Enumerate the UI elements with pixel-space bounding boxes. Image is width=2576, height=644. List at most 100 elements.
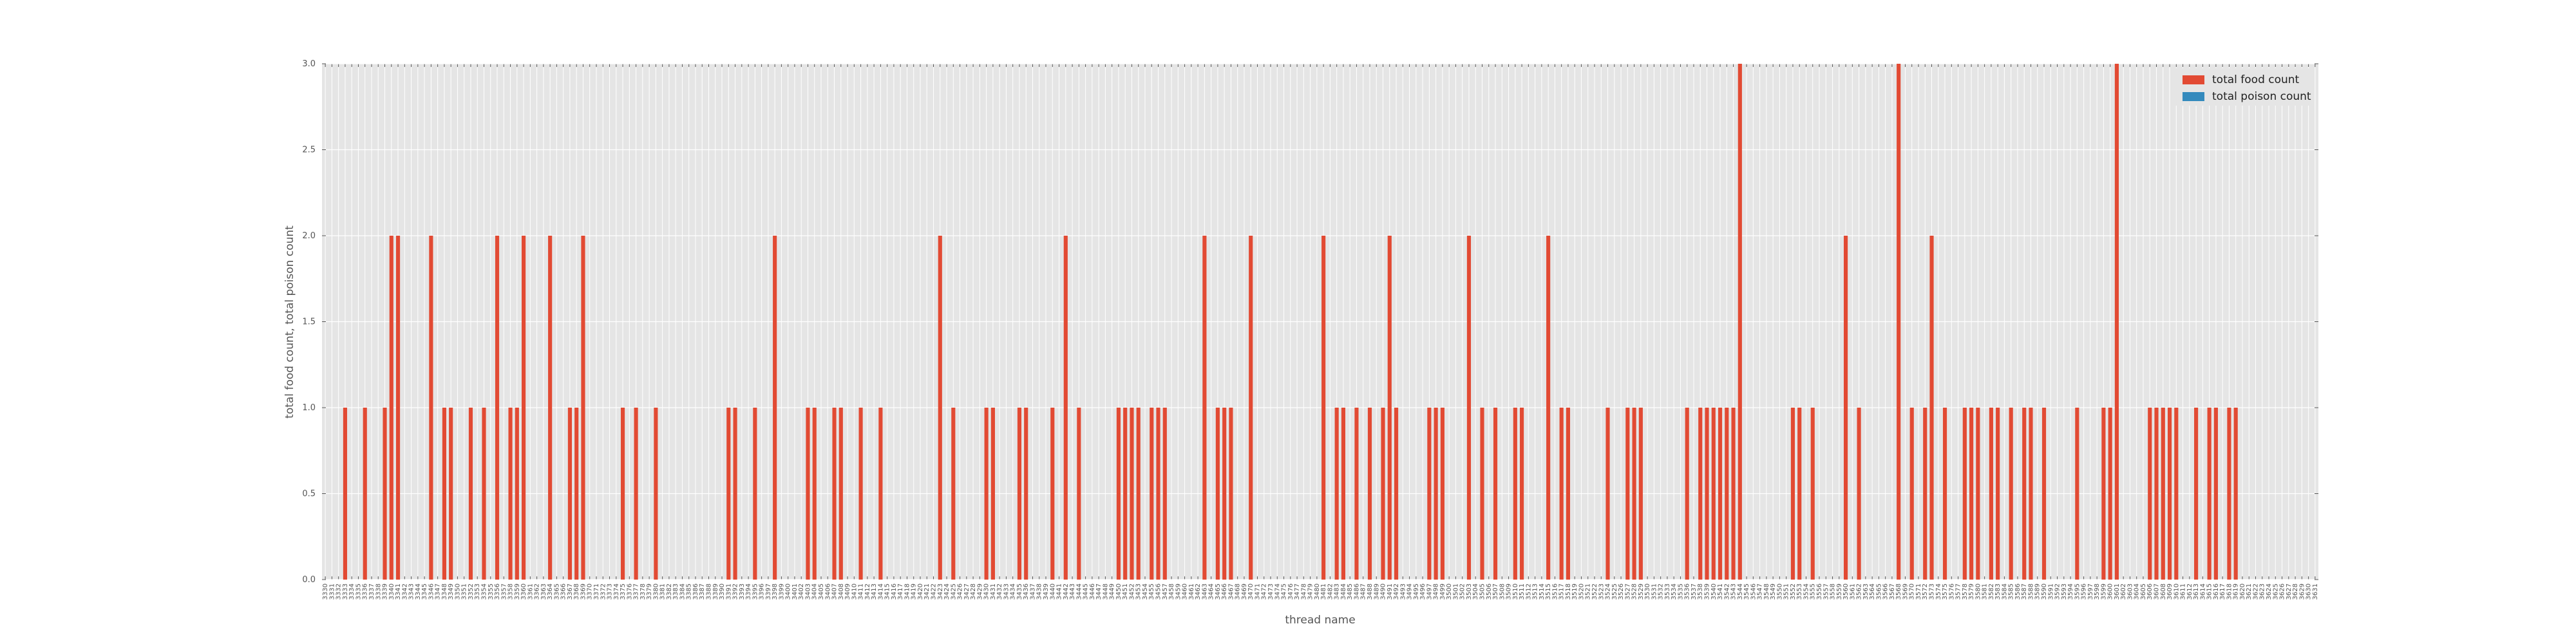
x-tick-label: 3493 — [1399, 583, 1406, 600]
x-tick-label: 3590 — [2041, 583, 2048, 600]
x-tick-label: 3372 — [600, 583, 607, 600]
bar-food-count — [753, 408, 757, 580]
bar-food-count — [1625, 408, 1630, 580]
x-tick-label: 3361 — [527, 583, 534, 600]
x-tick-label: 3473 — [1267, 583, 1274, 600]
x-tick-label: 3498 — [1433, 583, 1440, 600]
bar-food-count — [389, 236, 393, 580]
x-tick-label: 3554 — [1803, 583, 1810, 600]
x-tick-label: 3344 — [415, 583, 422, 600]
x-tick-label: 3552 — [1790, 583, 1797, 600]
x-tick-label: 3503 — [1466, 583, 1473, 600]
x-tick-label: 3476 — [1287, 583, 1294, 600]
bar-food-count — [1050, 408, 1055, 580]
x-tick-label: 3397 — [765, 583, 772, 600]
x-tick-label: 3418 — [904, 583, 911, 600]
x-tick-label: 3474 — [1274, 583, 1281, 600]
bar-food-count — [429, 236, 433, 580]
x-tick-label: 3560 — [1842, 583, 1850, 600]
x-tick-label: 3591 — [2047, 583, 2054, 600]
x-tick-label: 3557 — [1823, 583, 1830, 600]
x-tick-label: 3608 — [2160, 583, 2167, 600]
x-tick-label: 3544 — [1737, 583, 1744, 600]
x-tick-label: 3631 — [2312, 583, 2319, 600]
x-tick-label: 3598 — [2094, 583, 2101, 600]
x-tick-label: 3582 — [1988, 583, 1995, 600]
x-tick-label: 3357 — [500, 583, 507, 600]
x-tick-label: 3580 — [1975, 583, 1982, 600]
x-tick-label: 3570 — [1909, 583, 1916, 600]
x-tick-label: 3543 — [1730, 583, 1738, 600]
bar-food-count — [773, 236, 777, 580]
x-tick-label: 3621 — [2246, 583, 2253, 600]
x-tick-label: 3392 — [732, 583, 739, 600]
x-tick-label: 3611 — [2180, 583, 2187, 600]
x-tick-label: 3420 — [917, 583, 924, 600]
x-tick-label: 3609 — [2166, 583, 2174, 600]
x-tick-label: 3592 — [2054, 583, 2061, 600]
x-tick-label: 3511 — [1519, 583, 1526, 600]
bar-food-count — [1605, 408, 1610, 580]
bar-food-count — [1249, 236, 1253, 580]
bar-food-count — [2161, 408, 2165, 580]
x-tick-label: 3559 — [1836, 583, 1843, 600]
x-tick-label: 3451 — [1122, 583, 1129, 600]
bar-food-count — [1367, 408, 1372, 580]
x-tick-label: 3422 — [931, 583, 938, 600]
x-tick-label: 3537 — [1690, 583, 1698, 600]
x-tick-label: 3574 — [1935, 583, 1942, 600]
y-tick-label: 2.5 — [302, 146, 316, 155]
x-tick-label: 3583 — [1994, 583, 2002, 600]
x-tick-label: 3441 — [1056, 583, 1063, 600]
x-tick-label: 3548 — [1763, 583, 1770, 600]
x-tick-label: 3439 — [1043, 583, 1050, 600]
bar-food-count — [654, 408, 658, 580]
x-tick-label: 3333 — [342, 583, 349, 600]
bar-food-count — [1136, 408, 1141, 580]
x-tick-label: 3607 — [2154, 583, 2161, 600]
bar-food-count — [1929, 236, 1934, 580]
x-tick-label: 3341 — [395, 583, 402, 600]
x-tick-label: 3398 — [772, 583, 779, 600]
x-tick-label: 3577 — [1955, 583, 1962, 600]
bar-food-count — [1725, 408, 1729, 580]
bar-food-count — [2101, 408, 2106, 580]
x-tick-label: 3374 — [613, 583, 620, 600]
x-tick-label: 3553 — [1796, 583, 1803, 600]
x-tick-label: 3424 — [943, 583, 951, 600]
x-tick-label: 3526 — [1618, 583, 1625, 600]
bar-food-count — [1705, 408, 1709, 580]
x-tick-label: 3566 — [1882, 583, 1889, 600]
x-tick-label: 3471 — [1254, 583, 1261, 600]
bar-food-count — [812, 408, 817, 580]
bar-food-count — [1909, 408, 1914, 580]
x-tick-label: 3539 — [1703, 583, 1710, 600]
x-tick-label: 3593 — [2061, 583, 2068, 600]
bar-food-count — [548, 236, 553, 580]
x-tick-label: 3444 — [1075, 583, 1083, 600]
y-tick-label: 3.0 — [302, 59, 316, 69]
x-tick-label: 3370 — [587, 583, 594, 600]
x-tick-label: 3558 — [1830, 583, 1837, 600]
x-tick-label: 3488 — [1367, 583, 1374, 600]
x-tick-label: 3457 — [1162, 583, 1169, 600]
x-tick-label: 3419 — [911, 583, 918, 600]
x-tick-label: 3546 — [1750, 583, 1757, 600]
x-tick-label: 3515 — [1545, 583, 1552, 600]
x-tick-label: 3502 — [1459, 583, 1466, 600]
bar-food-count — [2148, 408, 2152, 580]
bar-food-count — [395, 236, 401, 580]
x-tick-label: 3522 — [1591, 583, 1598, 600]
x-tick-label: 3414 — [877, 583, 884, 600]
x-tick-label: 3581 — [1982, 583, 1989, 600]
x-tick-label: 3531 — [1651, 583, 1658, 600]
bar-food-count — [1731, 408, 1736, 580]
x-tick-label: 3338 — [375, 583, 382, 600]
x-tick-label: 3615 — [2206, 583, 2213, 600]
x-tick-label: 3345 — [421, 583, 428, 600]
bar-food-count — [515, 408, 519, 580]
x-tick-label: 3605 — [2140, 583, 2147, 600]
bar-food-count — [2227, 408, 2231, 580]
x-tick-label: 3482 — [1327, 583, 1334, 600]
